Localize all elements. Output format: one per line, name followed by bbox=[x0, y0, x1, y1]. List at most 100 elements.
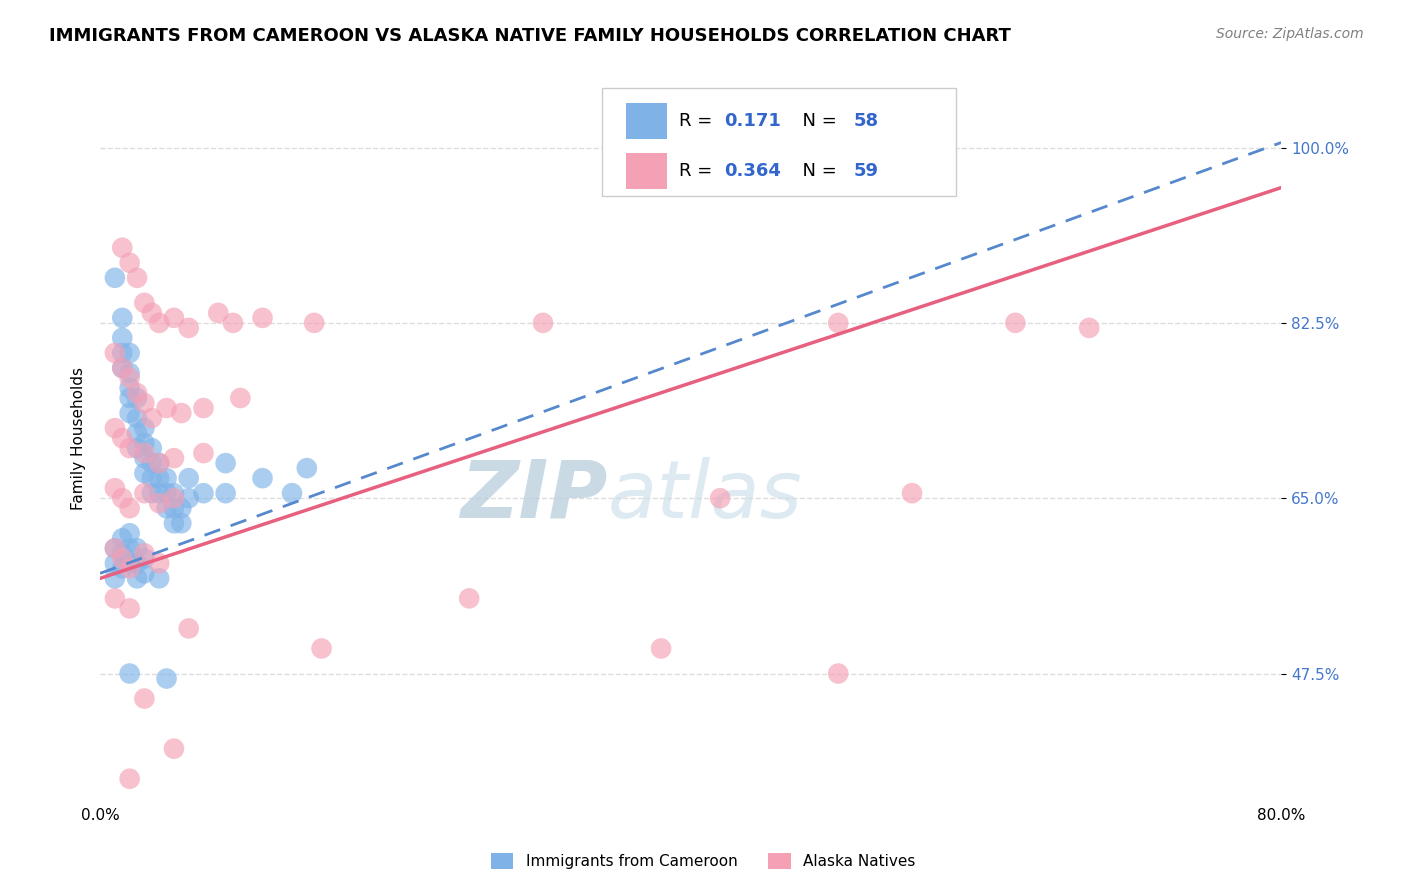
Point bbox=[125, 571, 148, 585]
Point bbox=[177, 471, 200, 485]
Point bbox=[281, 486, 304, 500]
Point bbox=[111, 310, 134, 325]
Point bbox=[531, 316, 554, 330]
Point bbox=[134, 546, 156, 560]
Text: N =: N = bbox=[792, 112, 842, 129]
Text: 0.364: 0.364 bbox=[724, 162, 780, 180]
Point bbox=[458, 591, 481, 606]
Point bbox=[125, 270, 148, 285]
Point bbox=[1078, 321, 1101, 335]
Point bbox=[193, 486, 215, 500]
FancyBboxPatch shape bbox=[602, 88, 956, 196]
Point bbox=[111, 561, 134, 575]
Point bbox=[311, 641, 333, 656]
Text: IMMIGRANTS FROM CAMEROON VS ALASKA NATIVE FAMILY HOUSEHOLDS CORRELATION CHART: IMMIGRANTS FROM CAMEROON VS ALASKA NATIV… bbox=[49, 27, 1011, 45]
Point bbox=[104, 571, 127, 585]
Point bbox=[125, 441, 148, 455]
Text: Source: ZipAtlas.com: Source: ZipAtlas.com bbox=[1216, 27, 1364, 41]
Point bbox=[134, 466, 156, 480]
Text: atlas: atlas bbox=[607, 457, 803, 535]
Point bbox=[148, 316, 170, 330]
Point bbox=[163, 501, 186, 516]
Point bbox=[302, 316, 325, 330]
Point bbox=[148, 571, 170, 585]
Point bbox=[148, 456, 170, 470]
Point bbox=[155, 401, 177, 415]
Point bbox=[177, 622, 200, 636]
Point bbox=[118, 541, 141, 556]
Point bbox=[118, 557, 141, 571]
Point bbox=[148, 471, 170, 485]
Point bbox=[118, 381, 141, 395]
Point bbox=[214, 456, 236, 470]
Point bbox=[709, 491, 731, 506]
Point bbox=[118, 441, 141, 455]
Point bbox=[229, 391, 252, 405]
Point bbox=[118, 561, 141, 575]
Point bbox=[134, 486, 156, 500]
Point bbox=[650, 641, 672, 656]
Legend: Immigrants from Cameroon, Alaska Natives: Immigrants from Cameroon, Alaska Natives bbox=[485, 847, 921, 875]
Point bbox=[125, 557, 148, 571]
Point bbox=[134, 451, 156, 466]
Point bbox=[141, 456, 163, 470]
Point bbox=[118, 366, 141, 380]
Point bbox=[118, 601, 141, 615]
Point bbox=[111, 431, 134, 445]
Point bbox=[111, 491, 134, 506]
Point bbox=[148, 496, 170, 510]
Point bbox=[111, 241, 134, 255]
Bar bbox=[626, 153, 666, 189]
Point bbox=[148, 557, 170, 571]
Point bbox=[118, 501, 141, 516]
Y-axis label: Family Households: Family Households bbox=[72, 367, 86, 509]
Point bbox=[177, 321, 200, 335]
Text: ZIP: ZIP bbox=[461, 457, 607, 535]
Point bbox=[118, 371, 141, 385]
Point bbox=[118, 256, 141, 270]
Point bbox=[104, 591, 127, 606]
Point bbox=[155, 486, 177, 500]
Point bbox=[170, 406, 193, 420]
Point bbox=[111, 361, 134, 376]
Point bbox=[134, 421, 156, 435]
Point bbox=[118, 526, 141, 541]
Point bbox=[111, 531, 134, 545]
Point bbox=[111, 331, 134, 345]
Text: 0.171: 0.171 bbox=[724, 112, 780, 129]
Point bbox=[141, 306, 163, 320]
Point bbox=[193, 446, 215, 460]
Point bbox=[134, 436, 156, 450]
Point bbox=[252, 310, 274, 325]
Point bbox=[214, 486, 236, 500]
Point bbox=[104, 557, 127, 571]
Point bbox=[141, 471, 163, 485]
Point bbox=[177, 491, 200, 506]
Point bbox=[163, 491, 186, 506]
Point bbox=[163, 516, 186, 531]
Point bbox=[163, 310, 186, 325]
Point bbox=[118, 406, 141, 420]
Point bbox=[193, 401, 215, 415]
Point bbox=[141, 411, 163, 425]
Point bbox=[104, 421, 127, 435]
Point bbox=[155, 501, 177, 516]
Point bbox=[163, 741, 186, 756]
Point bbox=[125, 541, 148, 556]
Bar bbox=[626, 103, 666, 139]
Point bbox=[125, 411, 148, 425]
Point bbox=[207, 306, 229, 320]
Point bbox=[118, 772, 141, 786]
Text: R =: R = bbox=[679, 112, 718, 129]
Point bbox=[148, 456, 170, 470]
Point bbox=[170, 501, 193, 516]
Point bbox=[104, 541, 127, 556]
Point bbox=[141, 441, 163, 455]
Point bbox=[827, 316, 849, 330]
Point bbox=[125, 391, 148, 405]
Point bbox=[118, 666, 141, 681]
Text: 58: 58 bbox=[853, 112, 879, 129]
Point bbox=[104, 346, 127, 360]
Point bbox=[104, 481, 127, 495]
Point bbox=[170, 516, 193, 531]
